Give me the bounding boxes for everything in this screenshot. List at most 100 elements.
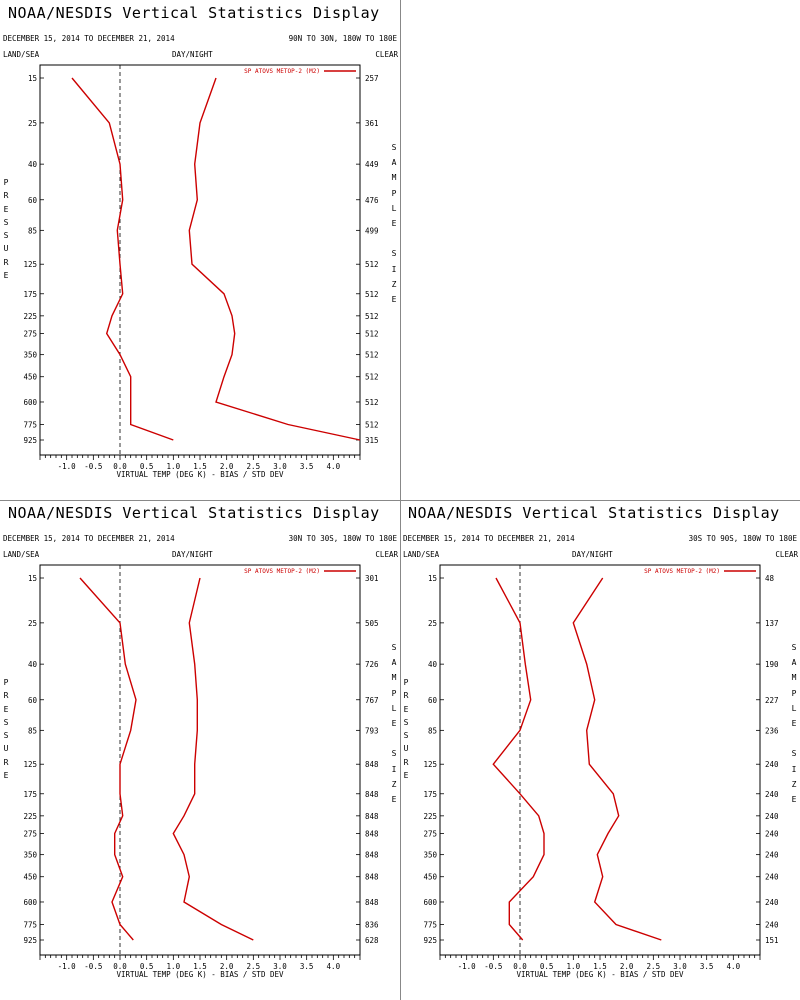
x-tick-label: 0.5 [140, 462, 154, 471]
x-tick-label: 3.5 [700, 962, 714, 971]
pressure-level-label: 925 [423, 936, 437, 945]
panel-title: NOAA/NESDIS Vertical Statistics Display [408, 504, 780, 522]
vertical-stats-chart: -1.0 -0.5 0.0 0.5 1.0 1.5 2.0 2.5 3.0 3.5 4.0 VIRTU… [23, 64, 379, 479]
x-tick-label: 0.0 [513, 962, 527, 971]
x-tick-label: 3.0 [273, 962, 287, 971]
x-tick-label: 1.0 [167, 962, 181, 971]
pressure-level-label: 125 [23, 260, 37, 269]
std-dev-series-line [572, 577, 662, 941]
sample-size-label: 227 [765, 696, 779, 705]
x-tick-label: 1.5 [593, 962, 607, 971]
pressure-level-label: 85 [428, 726, 437, 735]
x-tick-label: 3.5 [300, 462, 314, 471]
sample-size-label: 48 [765, 574, 775, 583]
x-tick-label: 0.5 [140, 962, 154, 971]
pressure-level-label: 85 [28, 226, 37, 235]
sample-size-label: 767 [365, 696, 379, 705]
pressure-level-label: 15 [428, 574, 437, 583]
x-tick-label: 2.0 [220, 462, 234, 471]
pressure-level-label: 600 [23, 398, 37, 407]
panel-divider-horizontal [0, 500, 800, 501]
pressure-level-label: 40 [28, 160, 38, 169]
sample-size-label: 512 [365, 420, 379, 429]
sample-size-label: 848 [365, 760, 379, 769]
x-tick-label: 0.0 [113, 462, 127, 471]
day-night-label: DAY/NIGHT [572, 550, 613, 559]
sample-size-label: 512 [365, 260, 379, 269]
plot-frame [439, 564, 761, 956]
sample-size-label: 190 [765, 660, 779, 669]
pressure-level-label: 40 [428, 660, 438, 669]
sample-size-label: 726 [365, 660, 379, 669]
bias-series-line [71, 77, 174, 441]
pressure-level-label: 275 [23, 329, 37, 338]
sample-size-label: 512 [365, 373, 379, 382]
bias-series-line [492, 577, 545, 941]
x-tick-label: 1.0 [167, 462, 181, 471]
pressure-level-label: 25 [28, 119, 37, 128]
legend-label: SP ATOVS METOP-2 (M2) [244, 68, 320, 75]
sample-size-label: 848 [365, 898, 379, 907]
stats-panel-30n-30s: NOAA/NESDIS Vertical Statistics Display … [0, 500, 400, 1000]
x-tick-label: 2.0 [620, 962, 634, 971]
sample-size-label: 240 [765, 873, 779, 882]
x-axis-label: VIRTUAL TEMP (DEG K) - BIAS / STD DEV [116, 970, 284, 979]
pressure-level-label: 15 [28, 574, 37, 583]
pressure-level-label: 600 [23, 898, 37, 907]
sample-size-label: 240 [765, 829, 779, 838]
pressure-level-label: 125 [23, 760, 37, 769]
x-tick-label: 4.0 [327, 462, 341, 471]
x-tick-label: 3.0 [273, 462, 287, 471]
pressure-level-label: 85 [28, 726, 37, 735]
panel-title: NOAA/NESDIS Vertical Statistics Display [8, 504, 380, 522]
sample-size-label: 137 [765, 619, 779, 628]
sample-size-label: 848 [365, 790, 379, 799]
plot-frame [39, 564, 361, 956]
sample-size-label: 505 [365, 619, 379, 628]
pressure-level-label: 175 [23, 290, 37, 299]
x-tick-label: 3.5 [300, 962, 314, 971]
std-dev-series-line [172, 577, 254, 941]
sample-size-label: 240 [765, 851, 779, 860]
pressure-level-label: 450 [423, 873, 437, 882]
vertical-stats-chart: -1.0 -0.5 0.0 0.5 1.0 1.5 2.0 2.5 3.0 3.5 4.0 VIRTU… [423, 564, 779, 979]
sample-size-label: 236 [765, 726, 779, 735]
x-tick-label: 2.5 [647, 962, 661, 971]
x-tick-label: 1.5 [193, 462, 207, 471]
x-tick-label: -0.5 [84, 962, 102, 971]
x-tick-label: 0.0 [113, 962, 127, 971]
sample-size-label: 240 [765, 920, 779, 929]
day-night-label: DAY/NIGHT [172, 50, 213, 59]
pressure-level-label: 60 [28, 696, 38, 705]
pressure-level-label: 125 [423, 760, 437, 769]
pressure-level-label: 15 [28, 74, 37, 83]
region-label: 30N TO 30S, 180W TO 180E [288, 534, 397, 543]
pressure-level-label: 275 [23, 829, 37, 838]
x-tick-label: 2.5 [247, 962, 261, 971]
sample-size-label: 512 [365, 290, 379, 299]
pressure-level-label: 775 [23, 920, 37, 929]
land-sea-label: LAND/SEA [3, 50, 40, 59]
pressure-level-label: 225 [23, 812, 37, 821]
pressure-level-label: 350 [23, 351, 37, 360]
sample-size-label: 512 [365, 398, 379, 407]
std-dev-series-line [188, 77, 361, 441]
sample-size-label: 512 [365, 312, 379, 321]
sample-size-label: 240 [765, 790, 779, 799]
pressure-level-label: 775 [423, 920, 437, 929]
pressure-level-label: 175 [423, 790, 437, 799]
legend-label: SP ATOVS METOP-2 (M2) [244, 568, 320, 575]
x-tick-label: -1.0 [58, 462, 77, 471]
bias-series-line [79, 577, 137, 941]
x-tick-label: 1.5 [193, 962, 207, 971]
x-tick-label: -0.5 [84, 462, 102, 471]
sample-size-label: 301 [365, 574, 379, 583]
x-tick-label: 4.0 [327, 962, 341, 971]
clear-label: CLEAR [375, 550, 398, 559]
clear-label: CLEAR [375, 50, 398, 59]
pressure-level-label: 275 [423, 829, 437, 838]
sample-size-label: 151 [765, 936, 779, 945]
